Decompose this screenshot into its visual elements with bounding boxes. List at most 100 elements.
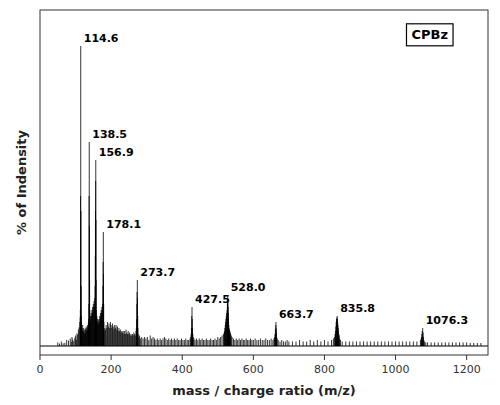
peak bbox=[431, 342, 432, 346]
x-tick bbox=[395, 355, 396, 360]
peak bbox=[381, 342, 382, 347]
peak bbox=[278, 340, 279, 346]
peak bbox=[153, 337, 154, 346]
peak bbox=[89, 280, 90, 346]
peak bbox=[139, 336, 140, 347]
peak bbox=[392, 342, 393, 347]
peak bbox=[456, 342, 457, 346]
peak bbox=[230, 333, 231, 347]
peak bbox=[89, 226, 90, 346]
peak bbox=[340, 340, 341, 346]
peak bbox=[342, 342, 343, 347]
peak bbox=[234, 340, 235, 346]
peak bbox=[199, 339, 200, 347]
peak bbox=[202, 339, 203, 347]
x-tick bbox=[466, 355, 467, 360]
peak bbox=[110, 322, 111, 346]
peak bbox=[271, 339, 272, 347]
peak bbox=[239, 339, 240, 347]
peak bbox=[276, 328, 277, 346]
x-axis-label: mass / charge ratio (m/z) bbox=[172, 383, 355, 398]
peak bbox=[121, 331, 122, 346]
peak bbox=[96, 316, 97, 346]
peak bbox=[126, 330, 127, 347]
annotations: 114.6138.5156.9178.1273.7427.5528.0663.7… bbox=[84, 32, 468, 327]
peak bbox=[134, 334, 135, 346]
title: CPBz bbox=[411, 27, 448, 42]
peak bbox=[137, 298, 138, 346]
peak bbox=[288, 342, 289, 347]
peak bbox=[187, 340, 188, 346]
peak bbox=[441, 342, 442, 346]
peak bbox=[227, 301, 228, 346]
peak bbox=[349, 342, 350, 347]
peak bbox=[459, 342, 460, 346]
x-tick-label: 1200 bbox=[453, 363, 481, 376]
peak bbox=[331, 340, 332, 346]
peak bbox=[247, 340, 248, 346]
peak bbox=[253, 340, 254, 346]
peak bbox=[207, 340, 208, 346]
peak bbox=[200, 340, 201, 346]
peak bbox=[250, 339, 251, 347]
peak bbox=[157, 339, 158, 347]
peak bbox=[231, 336, 232, 347]
peak bbox=[133, 333, 134, 347]
peak bbox=[106, 325, 107, 346]
peak bbox=[246, 339, 247, 347]
peak bbox=[61, 342, 62, 347]
peak bbox=[213, 340, 214, 346]
peak bbox=[416, 342, 417, 347]
x-tick bbox=[324, 355, 325, 360]
peak bbox=[174, 339, 175, 347]
peak bbox=[108, 324, 109, 347]
peak bbox=[203, 340, 204, 346]
peak bbox=[463, 342, 464, 346]
peak bbox=[82, 325, 83, 346]
peak bbox=[352, 342, 353, 347]
peak bbox=[320, 342, 321, 347]
peak-label: 528.0 bbox=[231, 281, 266, 294]
peak bbox=[324, 340, 325, 346]
peak bbox=[73, 341, 74, 346]
peak bbox=[155, 340, 156, 346]
peak bbox=[154, 339, 155, 347]
title-frame bbox=[406, 24, 453, 46]
peak bbox=[195, 340, 196, 346]
peak bbox=[124, 331, 125, 346]
peak bbox=[423, 337, 424, 346]
peak bbox=[206, 339, 207, 347]
peak bbox=[276, 333, 277, 347]
peak bbox=[265, 339, 266, 347]
peak bbox=[132, 334, 133, 346]
peak bbox=[145, 339, 146, 347]
peak bbox=[241, 339, 242, 347]
peak bbox=[240, 340, 241, 346]
peak bbox=[272, 340, 273, 346]
peak bbox=[260, 339, 261, 347]
peak bbox=[214, 339, 215, 347]
peak bbox=[285, 342, 286, 347]
peak bbox=[219, 339, 220, 347]
peak bbox=[423, 333, 424, 347]
peak bbox=[434, 342, 435, 346]
peak bbox=[424, 342, 425, 347]
peak bbox=[220, 337, 221, 346]
peak bbox=[212, 340, 213, 346]
peak bbox=[233, 339, 234, 347]
x-tick bbox=[182, 355, 183, 360]
peak bbox=[81, 322, 82, 346]
peak bbox=[399, 342, 400, 347]
peak bbox=[413, 342, 414, 347]
peak bbox=[192, 319, 193, 346]
peak bbox=[81, 286, 82, 346]
peak bbox=[287, 340, 288, 346]
peak-label: 114.6 bbox=[84, 32, 119, 45]
peak bbox=[251, 340, 252, 346]
peak bbox=[188, 340, 189, 346]
peak bbox=[255, 339, 256, 347]
peak bbox=[165, 339, 166, 347]
peak bbox=[256, 340, 257, 346]
peak bbox=[228, 307, 229, 346]
peak-label: 427.5 bbox=[195, 293, 230, 306]
